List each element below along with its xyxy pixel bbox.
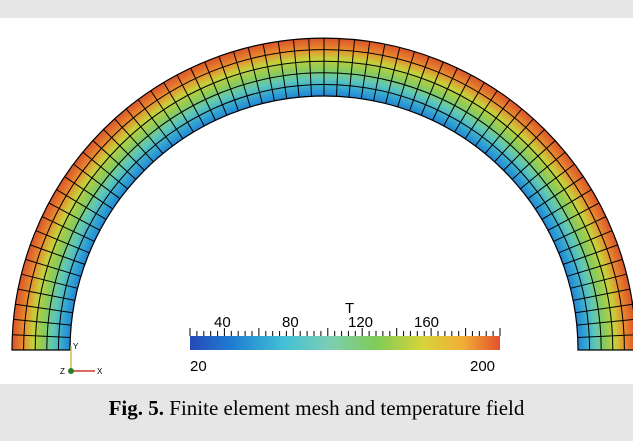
mesh-radial-line <box>17 288 75 301</box>
mesh-radial-line <box>15 303 73 314</box>
mesh-radial-line <box>541 189 592 220</box>
x-axis-label: X <box>97 367 103 376</box>
colorbar-tick-label-160: 160 <box>414 314 439 331</box>
mesh-radial-line <box>511 140 556 180</box>
mesh-radial-line <box>92 140 137 180</box>
mesh-radial-line <box>503 129 545 171</box>
mesh-radial-line <box>262 43 275 101</box>
mesh-radial-line <box>527 163 575 200</box>
mesh-radial-line <box>48 202 101 231</box>
mesh-radial-line <box>573 288 631 301</box>
mesh-radial-line <box>484 108 523 155</box>
mesh-radial-line <box>547 202 600 231</box>
mesh-radial-line <box>397 51 416 108</box>
colorbar-tick-label-80: 80 <box>282 314 299 331</box>
mesh-radial-line <box>73 163 121 200</box>
mesh-radial-line <box>125 108 164 155</box>
mesh-radial-line <box>519 151 566 190</box>
mesh-radial-line <box>553 216 607 242</box>
mesh-radial-line <box>577 334 633 338</box>
mesh-radial-line <box>25 258 82 277</box>
mesh-radial-line <box>563 244 618 265</box>
mesh-radial-line <box>12 334 71 338</box>
mesh-radial-line <box>432 67 458 121</box>
mesh-radial-line <box>385 47 401 104</box>
figure-caption: Fig. 5. Finite element mesh and temperat… <box>0 396 633 421</box>
mesh-radial-line <box>454 82 485 133</box>
mesh-radial-line <box>420 61 444 116</box>
colorbar-max-label: 200 <box>470 358 495 375</box>
mesh-radial-line <box>190 67 216 121</box>
mesh-radial-line <box>114 118 154 163</box>
mesh-radial-line <box>348 39 356 98</box>
mesh-radial-line <box>474 99 511 147</box>
z-axis-label: Z <box>60 367 65 376</box>
mesh-radial-line <box>137 99 174 147</box>
mesh-radial-line <box>570 273 627 289</box>
mesh-radial-line <box>494 118 534 163</box>
mesh-radial-line <box>443 74 472 127</box>
mesh-radial-line <box>247 47 263 104</box>
mesh-radial-line <box>558 230 613 254</box>
mesh-radial-line <box>232 51 251 108</box>
mesh-radial-line <box>21 273 78 289</box>
colorbar-tick-label-40: 40 <box>214 314 231 331</box>
z-axis-dot <box>68 368 74 374</box>
colorbar-ticks <box>189 328 501 336</box>
orientation-axes: Y Z X <box>60 342 103 376</box>
mesh-radial-line <box>292 39 300 98</box>
figure-caption-label: Fig. 5. <box>108 396 165 420</box>
mesh-radial-line <box>534 176 584 210</box>
mesh-radial-line <box>64 176 114 210</box>
mesh-radial-line <box>336 38 340 97</box>
colorbar-tick-label-120: 120 <box>348 314 373 331</box>
mesh-radial-line <box>56 189 107 220</box>
mesh-radial-line <box>82 151 129 190</box>
mesh-radial-line <box>13 318 72 326</box>
mesh-radial-line <box>277 41 288 99</box>
mesh-radial-line <box>35 230 90 254</box>
mesh-radial-line <box>576 319 633 326</box>
y-axis-label: Y <box>73 342 79 351</box>
mesh-radial-line <box>464 90 498 140</box>
color-bar: T 40 80 120 160 20 200 <box>189 300 501 375</box>
mesh-radial-line <box>163 82 194 133</box>
mesh-radial-line <box>176 74 205 127</box>
mesh-radial-line <box>360 41 371 99</box>
mesh-radial-line <box>373 43 386 101</box>
mesh-radial-line <box>204 61 228 116</box>
mesh-radial-line <box>575 303 633 314</box>
mesh-radial-line <box>218 56 239 111</box>
mesh-radial-line <box>308 38 312 97</box>
colorbar-title: T <box>345 300 354 317</box>
finite-element-mesh <box>12 38 633 351</box>
mesh-radial-line <box>409 56 430 111</box>
colorbar-min-label: 20 <box>190 358 207 375</box>
mesh-radial-line <box>150 90 184 140</box>
colorbar-gradient <box>190 336 500 350</box>
mesh-radial-line <box>566 258 623 277</box>
mesh-radial-line <box>30 244 85 265</box>
figure-caption-text: Finite element mesh and temperature fiel… <box>164 396 525 420</box>
mesh-radial-line <box>41 216 95 242</box>
mesh-radial-line <box>103 129 145 171</box>
